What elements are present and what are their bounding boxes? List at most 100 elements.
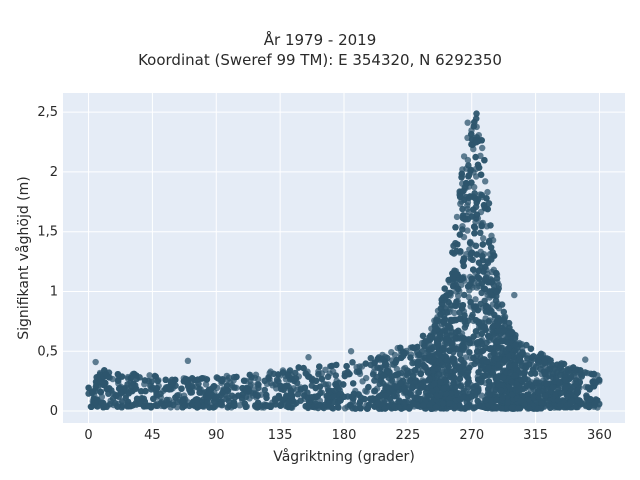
data-point: [124, 403, 131, 410]
data-point: [475, 275, 483, 282]
data-point: [433, 317, 441, 324]
data-point: [172, 394, 179, 401]
data-point: [442, 304, 450, 311]
data-point: [473, 382, 480, 389]
data-point: [453, 298, 460, 305]
data-point: [443, 390, 450, 397]
data-point: [422, 364, 429, 371]
data-point: [332, 372, 339, 379]
data-point: [477, 229, 484, 236]
data-point: [181, 402, 189, 409]
data-point: [529, 393, 537, 401]
data-point: [203, 376, 211, 383]
data-point: [505, 319, 513, 327]
data-point: [475, 267, 482, 274]
data-point: [451, 309, 458, 317]
data-point: [480, 268, 487, 275]
chart-subtitle: Koordinat (Sweref 99 TM): E 354320, N 62…: [138, 51, 502, 69]
data-point: [146, 372, 153, 379]
data-point: [265, 374, 272, 382]
data-point: [493, 269, 500, 277]
data-point: [333, 361, 340, 369]
data-point: [407, 354, 414, 361]
data-point: [455, 292, 462, 300]
data-point: [224, 376, 231, 383]
data-point: [493, 338, 500, 345]
data-point: [464, 202, 471, 209]
data-point: [452, 224, 459, 231]
data-point: [478, 280, 485, 287]
data-point: [292, 369, 299, 377]
data-point: [466, 193, 474, 200]
data-point: [482, 178, 489, 185]
data-point: [272, 381, 279, 388]
data-point: [452, 389, 460, 396]
data-point: [178, 385, 185, 392]
data-point: [415, 351, 423, 359]
data-point: [498, 338, 505, 345]
data-point: [367, 395, 374, 402]
data-point: [469, 311, 476, 319]
data-point: [506, 362, 513, 370]
data-point: [447, 390, 455, 397]
data-point: [384, 354, 391, 362]
data-point: [557, 362, 565, 370]
data-point: [527, 345, 535, 352]
data-point: [523, 341, 530, 349]
data-point: [442, 378, 450, 385]
data-point: [458, 170, 465, 177]
data-point: [488, 256, 495, 263]
data-point: [485, 239, 493, 246]
data-point: [236, 402, 243, 409]
data-point: [421, 342, 428, 350]
data-point: [297, 397, 304, 404]
data-point: [397, 344, 404, 351]
data-point: [474, 348, 481, 355]
data-point: [478, 222, 485, 229]
data-point: [437, 378, 444, 386]
data-point: [590, 370, 598, 378]
chart-title: År 1979 - 2019: [263, 31, 377, 49]
data-point: [411, 367, 419, 374]
data-point: [295, 364, 302, 371]
data-point: [189, 375, 196, 382]
data-point: [487, 244, 495, 251]
data-point: [486, 382, 493, 389]
data-point: [231, 384, 238, 391]
data-point: [316, 401, 323, 409]
data-point: [125, 390, 132, 397]
data-point: [271, 397, 279, 404]
data-point: [196, 389, 203, 396]
data-point: [485, 318, 492, 325]
data-point: [459, 226, 466, 233]
data-point: [456, 231, 464, 238]
data-point: [297, 386, 304, 393]
data-point: [252, 402, 259, 409]
data-point: [483, 195, 490, 202]
data-point: [398, 354, 405, 361]
data-point: [479, 241, 486, 248]
data-point: [185, 380, 192, 387]
data-point: [473, 211, 481, 218]
data-point: [460, 262, 467, 270]
data-point: [493, 302, 500, 310]
data-point: [479, 144, 486, 152]
data-point: [228, 392, 236, 399]
data-point: [478, 330, 485, 338]
data-point: [217, 400, 224, 408]
data-point: [472, 153, 479, 161]
data-point: [564, 393, 571, 400]
data-point: [409, 359, 416, 367]
data-point: [99, 399, 107, 407]
data-point: [460, 187, 467, 195]
data-point: [391, 392, 398, 400]
data-point: [457, 383, 465, 390]
data-point: [521, 369, 528, 376]
data-point: [343, 363, 350, 370]
data-point: [240, 377, 248, 384]
data-point: [442, 336, 449, 343]
data-point: [283, 392, 290, 399]
data-point: [505, 383, 513, 391]
data-point: [312, 377, 320, 384]
